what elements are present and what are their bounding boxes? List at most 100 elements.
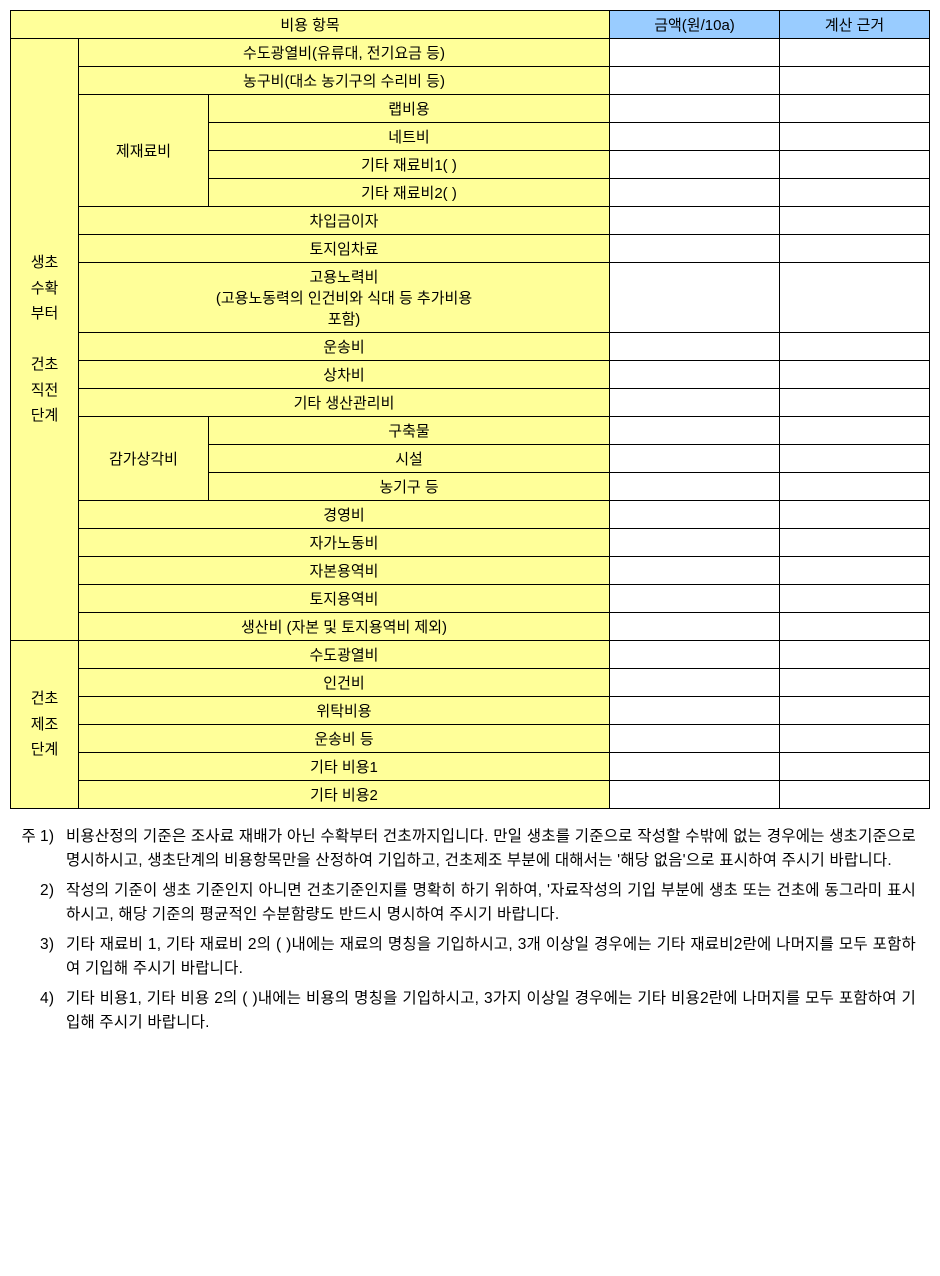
table-header-row: 비용 항목 금액(원/10a) 계산 근거 [11, 11, 930, 39]
amount-cell[interactable] [610, 179, 780, 207]
amount-cell[interactable] [610, 67, 780, 95]
basis-cell[interactable] [780, 669, 930, 697]
amount-cell[interactable] [610, 445, 780, 473]
table-row: 고용노력비 (고용노동력의 인건비와 식대 등 추가비용 포함) [11, 263, 930, 333]
basis-cell[interactable] [780, 39, 930, 67]
stage1-item: 경영비 [79, 501, 610, 529]
amount-cell[interactable] [610, 123, 780, 151]
amount-cell[interactable] [610, 207, 780, 235]
note-4: 4) 기타 비용1, 기타 비용 2의 ( )내에는 비용의 명칭을 기입하시고… [10, 987, 930, 1035]
table-row: 자본용역비 [11, 557, 930, 585]
amount-cell[interactable] [610, 697, 780, 725]
basis-cell[interactable] [780, 445, 930, 473]
table-row: 운송비 등 [11, 725, 930, 753]
table-row: 감가상각비 구축물 [11, 417, 930, 445]
basis-cell[interactable] [780, 529, 930, 557]
basis-cell[interactable] [780, 235, 930, 263]
amount-cell[interactable] [610, 235, 780, 263]
note-number: 3) [40, 933, 66, 981]
amount-cell[interactable] [610, 95, 780, 123]
basis-cell[interactable] [780, 151, 930, 179]
stage1-item: 구축물 [209, 417, 610, 445]
basis-cell[interactable] [780, 389, 930, 417]
amount-cell[interactable] [610, 557, 780, 585]
stage1-item: 기타 재료비1( ) [209, 151, 610, 179]
amount-cell[interactable] [610, 333, 780, 361]
table-row: 기타 비용1 [11, 753, 930, 781]
table-row: 기타 비용2 [11, 781, 930, 809]
stage1-item: 토지용역비 [79, 585, 610, 613]
table-row: 토지용역비 [11, 585, 930, 613]
stage2-item: 인건비 [79, 669, 610, 697]
stage2-item: 기타 비용2 [79, 781, 610, 809]
amount-cell[interactable] [610, 725, 780, 753]
stage1-item: 시설 [209, 445, 610, 473]
basis-cell[interactable] [780, 263, 930, 333]
basis-cell[interactable] [780, 613, 930, 641]
note-text: 기타 비용1, 기타 비용 2의 ( )내에는 비용의 명칭을 기입하시고, 3… [66, 987, 930, 1035]
table-row: 토지임차료 [11, 235, 930, 263]
basis-cell[interactable] [780, 473, 930, 501]
basis-cell[interactable] [780, 781, 930, 809]
table-row: 차입금이자 [11, 207, 930, 235]
basis-cell[interactable] [780, 333, 930, 361]
stage1-item: 운송비 [79, 333, 610, 361]
amount-cell[interactable] [610, 613, 780, 641]
amount-cell[interactable] [610, 39, 780, 67]
cost-table: 비용 항목 금액(원/10a) 계산 근거 생초 수확 부터 건초 직전 단계 … [10, 10, 930, 809]
stage2-item: 운송비 등 [79, 725, 610, 753]
stage1-label: 생초 수확 부터 건초 직전 단계 [11, 39, 79, 641]
note-number: 4) [40, 987, 66, 1035]
basis-cell[interactable] [780, 641, 930, 669]
stage1-item: 기타 생산관리비 [79, 389, 610, 417]
basis-cell[interactable] [780, 179, 930, 207]
basis-cell[interactable] [780, 501, 930, 529]
header-cost-item: 비용 항목 [11, 11, 610, 39]
stage1-item: 차입금이자 [79, 207, 610, 235]
amount-cell[interactable] [610, 417, 780, 445]
stage2-item: 위탁비용 [79, 697, 610, 725]
note-text: 기타 재료비 1, 기타 재료비 2의 ( )내에는 재료의 명칭을 기입하시고… [66, 933, 930, 981]
amount-cell[interactable] [610, 263, 780, 333]
amount-cell[interactable] [610, 361, 780, 389]
stage2-item: 수도광열비 [79, 641, 610, 669]
basis-cell[interactable] [780, 361, 930, 389]
basis-cell[interactable] [780, 753, 930, 781]
basis-cell[interactable] [780, 585, 930, 613]
amount-cell[interactable] [610, 151, 780, 179]
table-row: 건초 제조 단계 수도광열비 [11, 641, 930, 669]
amount-cell[interactable] [610, 585, 780, 613]
amount-cell[interactable] [610, 641, 780, 669]
table-row: 기타 생산관리비 [11, 389, 930, 417]
stage2-item: 기타 비용1 [79, 753, 610, 781]
amount-cell[interactable] [610, 753, 780, 781]
amount-cell[interactable] [610, 501, 780, 529]
stage1-item: 농기구 등 [209, 473, 610, 501]
basis-cell[interactable] [780, 697, 930, 725]
stage1-item: 상차비 [79, 361, 610, 389]
amount-cell[interactable] [610, 529, 780, 557]
table-row: 자가노동비 [11, 529, 930, 557]
note-text: 작성의 기준이 생초 기준인지 아니면 건초기준인지를 명확히 하기 위하여, … [66, 879, 930, 927]
stage1-item: 토지임차료 [79, 235, 610, 263]
basis-cell[interactable] [780, 67, 930, 95]
note-number: 2) [40, 879, 66, 927]
table-row: 농구비(대소 농기구의 수리비 등) [11, 67, 930, 95]
amount-cell[interactable] [610, 473, 780, 501]
amount-cell[interactable] [610, 669, 780, 697]
basis-cell[interactable] [780, 557, 930, 585]
basis-cell[interactable] [780, 95, 930, 123]
table-row: 생초 수확 부터 건초 직전 단계 수도광열비(유류대, 전기요금 등) [11, 39, 930, 67]
basis-cell[interactable] [780, 417, 930, 445]
basis-cell[interactable] [780, 207, 930, 235]
header-amount: 금액(원/10a) [610, 11, 780, 39]
stage1-item: 자본용역비 [79, 557, 610, 585]
amount-cell[interactable] [610, 781, 780, 809]
deprec-label: 감가상각비 [79, 417, 209, 501]
amount-cell[interactable] [610, 389, 780, 417]
note-number: 1) [40, 825, 66, 873]
stage1-item: 자가노동비 [79, 529, 610, 557]
basis-cell[interactable] [780, 123, 930, 151]
stage1-item: 고용노력비 (고용노동력의 인건비와 식대 등 추가비용 포함) [79, 263, 610, 333]
basis-cell[interactable] [780, 725, 930, 753]
